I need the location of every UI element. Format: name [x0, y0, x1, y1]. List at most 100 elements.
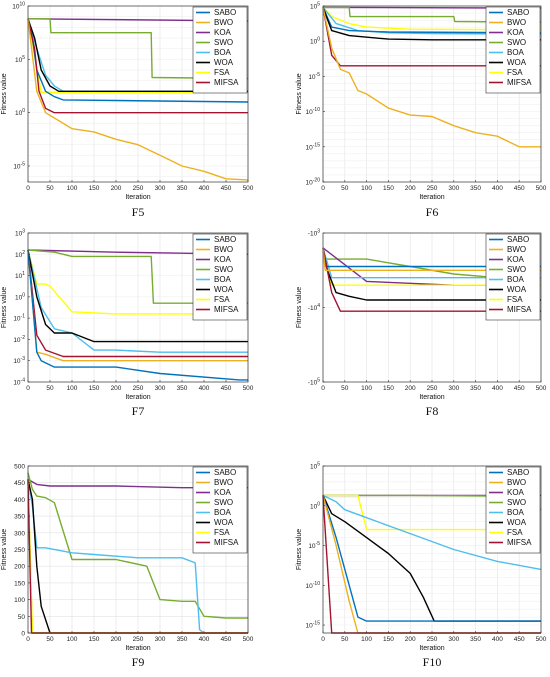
y-tick-label: 10-10	[306, 581, 321, 590]
legend-label-BOA: BOA	[507, 275, 525, 284]
y-tick-label: 10-20	[306, 178, 321, 187]
x-tick-label: 500	[243, 185, 254, 192]
y-tick-label: 10-4	[13, 378, 25, 387]
x-tick-label: 350	[177, 385, 188, 392]
y-axis-label: Fitness value	[1, 287, 8, 328]
legend-label-MIFSA: MIFSA	[214, 538, 239, 547]
legend-label-BWO: BWO	[507, 478, 526, 487]
x-tick-label: 250	[133, 385, 144, 392]
figure-title-F10: F10	[422, 655, 442, 669]
x-axis-label: Iteration	[419, 194, 444, 201]
y-tick-label: 0	[21, 631, 25, 638]
x-tick-label: 450	[221, 636, 232, 643]
x-tick-label: 150	[89, 185, 100, 192]
y-tick-label: 300	[14, 530, 25, 537]
y-tick-label: 200	[14, 564, 25, 571]
x-tick-label: 450	[514, 636, 525, 643]
x-tick-label: 50	[341, 385, 349, 392]
x-tick-label: 200	[405, 385, 416, 392]
series-line-SWO	[323, 6, 542, 23]
y-axis-label: Fitness value	[296, 73, 303, 114]
y-tick-label: 10-15	[306, 621, 321, 630]
legend-label-FSA: FSA	[214, 68, 230, 77]
chart-F5: 0 50 100 150 200 250 300 350 400 450 500 1010 105 100…	[1, 2, 254, 202]
chart-F8: 0 50 100 150 200 250 300 350 400 450 500 -103 -104 -1…	[296, 229, 547, 402]
x-tick-label: 250	[427, 185, 438, 192]
y-tick-label: 10-3	[13, 356, 25, 365]
series-line-FSA	[27, 18, 248, 94]
legend-label-BOA: BOA	[507, 48, 525, 57]
x-tick-label: 300	[155, 185, 166, 192]
y-tick-label: 250	[14, 547, 25, 554]
x-axis-label: Iteration	[419, 394, 444, 401]
legend-label-SWO: SWO	[214, 498, 233, 507]
x-tick-label: 150	[89, 636, 100, 643]
y-tick-label: -105	[308, 378, 320, 387]
x-tick-label: 450	[221, 385, 232, 392]
y-tick-label: -103	[308, 229, 320, 238]
y-tick-label: 10-5	[13, 162, 25, 171]
y-tick-label: -104	[308, 303, 320, 312]
legend-box	[192, 466, 248, 554]
legend-label-KOA: KOA	[507, 255, 525, 264]
legend-box	[192, 6, 248, 94]
legend-label-WOA: WOA	[507, 58, 527, 67]
legend-label-BWO: BWO	[214, 18, 233, 27]
legend-label-WOA: WOA	[214, 285, 234, 294]
legend-label-SABO: SABO	[214, 235, 236, 244]
legend-label-MIFSA: MIFSA	[507, 305, 532, 314]
y-tick-label: 100	[310, 37, 320, 46]
x-tick-label: 200	[405, 185, 416, 192]
legend-box	[485, 466, 541, 554]
x-tick-label: 200	[111, 636, 122, 643]
figure-title-F9: F9	[131, 655, 145, 669]
legend-label-BWO: BWO	[214, 478, 233, 487]
x-tick-label: 0	[26, 185, 30, 192]
legend-label-FSA: FSA	[507, 68, 523, 77]
legend-label-BOA: BOA	[214, 48, 232, 57]
series-line-WOA	[322, 7, 541, 41]
x-tick-label: 150	[383, 385, 394, 392]
x-tick-label: 350	[177, 636, 188, 643]
legend-label-MIFSA: MIFSA	[507, 78, 532, 87]
x-tick-label: 350	[470, 636, 481, 643]
legend-label-SWO: SWO	[214, 38, 233, 47]
legend-label-FSA: FSA	[507, 295, 523, 304]
y-tick-label: 350	[14, 514, 25, 521]
figure-title-F6: F6	[425, 205, 439, 219]
y-tick-label: 10-2	[13, 335, 25, 344]
x-tick-label: 300	[155, 385, 166, 392]
chart-F7: 0 50 100 150 200 250 300 350 400 450 500 103 102 101 1…	[1, 229, 254, 402]
x-tick-label: 400	[492, 185, 503, 192]
x-tick-label: 50	[46, 385, 54, 392]
legend-label-MIFSA: MIFSA	[214, 78, 239, 87]
x-tick-label: 50	[46, 185, 54, 192]
legend-label-SWO: SWO	[507, 265, 526, 274]
x-tick-label: 0	[26, 385, 30, 392]
x-tick-label: 0	[26, 636, 30, 643]
y-tick-label: 10-15	[306, 142, 321, 151]
legend-label-BWO: BWO	[507, 18, 526, 27]
y-tick-label: 103	[15, 229, 25, 238]
x-tick-label: 500	[243, 385, 254, 392]
x-axis-label: Iteration	[419, 645, 444, 652]
x-tick-label: 350	[470, 385, 481, 392]
legend-label-BOA: BOA	[507, 508, 525, 517]
x-tick-label: 250	[427, 385, 438, 392]
y-tick-label: 102	[15, 250, 25, 259]
x-tick-label: 400	[492, 385, 503, 392]
y-tick-label: 50	[18, 614, 26, 621]
y-tick-label: 100	[310, 501, 320, 510]
series-line-WOA	[27, 18, 248, 93]
y-tick-label: 500	[14, 464, 25, 471]
x-tick-label: 200	[111, 385, 122, 392]
x-tick-label: 50	[341, 185, 349, 192]
legend-label-SABO: SABO	[507, 468, 529, 477]
x-tick-label: 300	[448, 385, 459, 392]
x-tick-label: 100	[67, 636, 78, 643]
series-line-FSA	[322, 6, 542, 31]
x-tick-label: 250	[133, 636, 144, 643]
legend-label-BWO: BWO	[507, 245, 526, 254]
series-line-SWO	[27, 472, 248, 619]
